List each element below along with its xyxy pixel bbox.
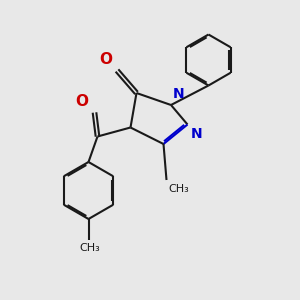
- Text: CH₃: CH₃: [80, 243, 100, 253]
- Text: N: N: [190, 128, 202, 142]
- Text: N: N: [173, 87, 185, 101]
- Text: O: O: [76, 94, 88, 109]
- Text: O: O: [100, 52, 112, 68]
- Text: CH₃: CH₃: [168, 184, 189, 194]
